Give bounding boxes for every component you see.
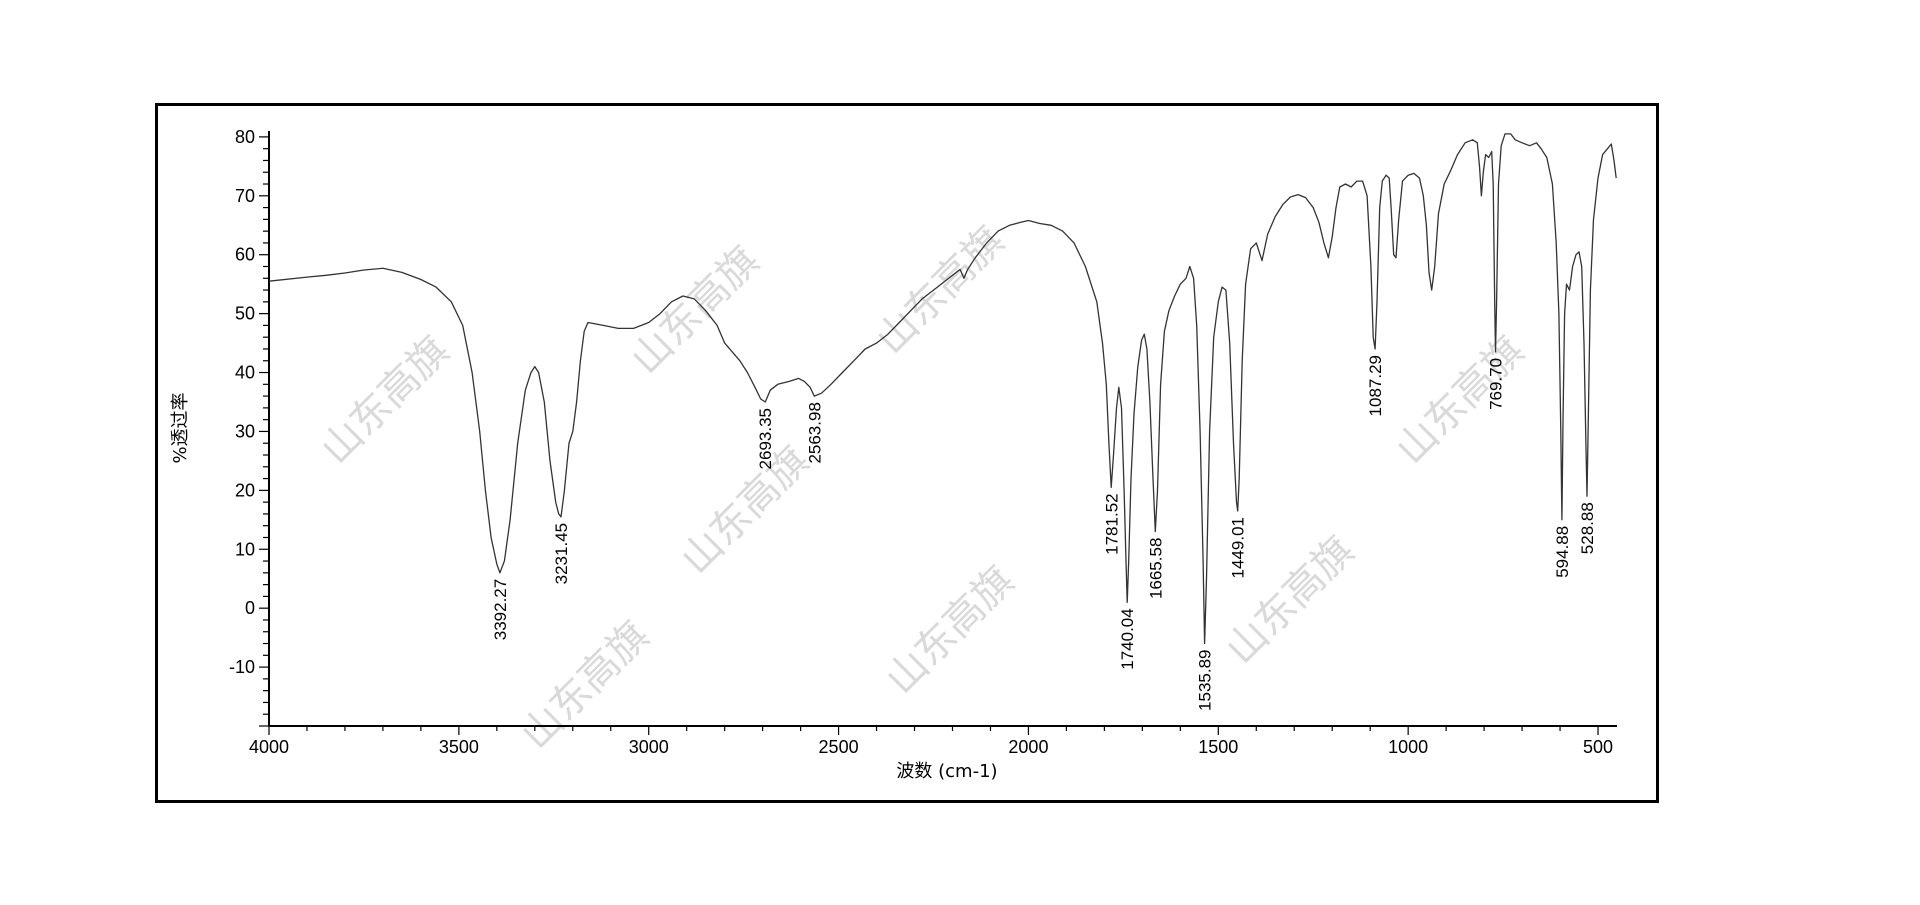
x-tick-label: 4000 [249,737,289,757]
peak-label: 1535.89 [1196,650,1215,711]
watermark-text: 山东高旗 [878,557,1024,703]
y-tick-label: 80 [235,127,255,147]
x-tick-label: 1500 [1198,737,1238,757]
peak-label: 1740.04 [1118,608,1137,669]
y-tick-label: 30 [235,421,255,441]
y-tick-label: 70 [235,186,255,206]
x-tick-label: 2000 [1008,737,1048,757]
watermark-text: 山东高旗 [623,237,769,383]
y-tick-label: 20 [235,480,255,500]
y-tick-label: -10 [229,657,255,677]
peak-label: 1781.52 [1102,493,1121,554]
x-tick-label: 500 [1583,737,1613,757]
peak-label: 2693.35 [756,408,775,469]
chart-frame: 山东高旗 山东高旗 山东高旗 山东高旗 山东高旗 山东高旗 山东高旗 山东高旗 -10 0 10 2… [155,103,1659,803]
x-tick-label: 1000 [1388,737,1428,757]
peak-label: 1087.29 [1366,355,1385,416]
x-tick-label: 2500 [819,737,859,757]
watermark-text: 山东高旗 [673,437,819,583]
peak-label: 3231.45 [552,523,571,584]
peak-label: 3392.27 [491,579,510,640]
peak-label: 1449.01 [1229,517,1248,578]
y-axis-label: %透过率 [170,392,191,463]
spectrum-line [268,133,1617,645]
y-tick-label: 60 [235,245,255,265]
peak-label: 2563.98 [805,402,824,463]
peak-label: 528.88 [1578,502,1597,554]
peak-label: 1665.58 [1146,538,1165,599]
watermark-text: 山东高旗 [1388,327,1534,473]
y-tick-label: 10 [235,539,255,559]
y-tick-label: 40 [235,363,255,383]
x-tick-label: 3000 [629,737,669,757]
y-tick-label: 50 [235,304,255,324]
x-axis-label: 波数 (cm-1) [896,761,997,782]
peak-labels: 3392.27 3231.45 2693.35 2563.98 1781.52 1740.… [491,355,1597,711]
y-tick-label: 0 [245,598,255,618]
watermark-text: 山东高旗 [868,217,1014,363]
peak-label: 594.88 [1553,526,1572,578]
x-ticks: 4000 3500 3000 2500 2000 1500 1000 500 [249,726,1613,757]
watermark-text: 山东高旗 [313,327,459,473]
axes [268,131,1617,727]
peak-label: 769.70 [1487,358,1506,410]
x-tick-label: 3500 [439,737,479,757]
y-ticks: -10 0 10 20 30 40 50 60 70 80 [229,127,269,727]
